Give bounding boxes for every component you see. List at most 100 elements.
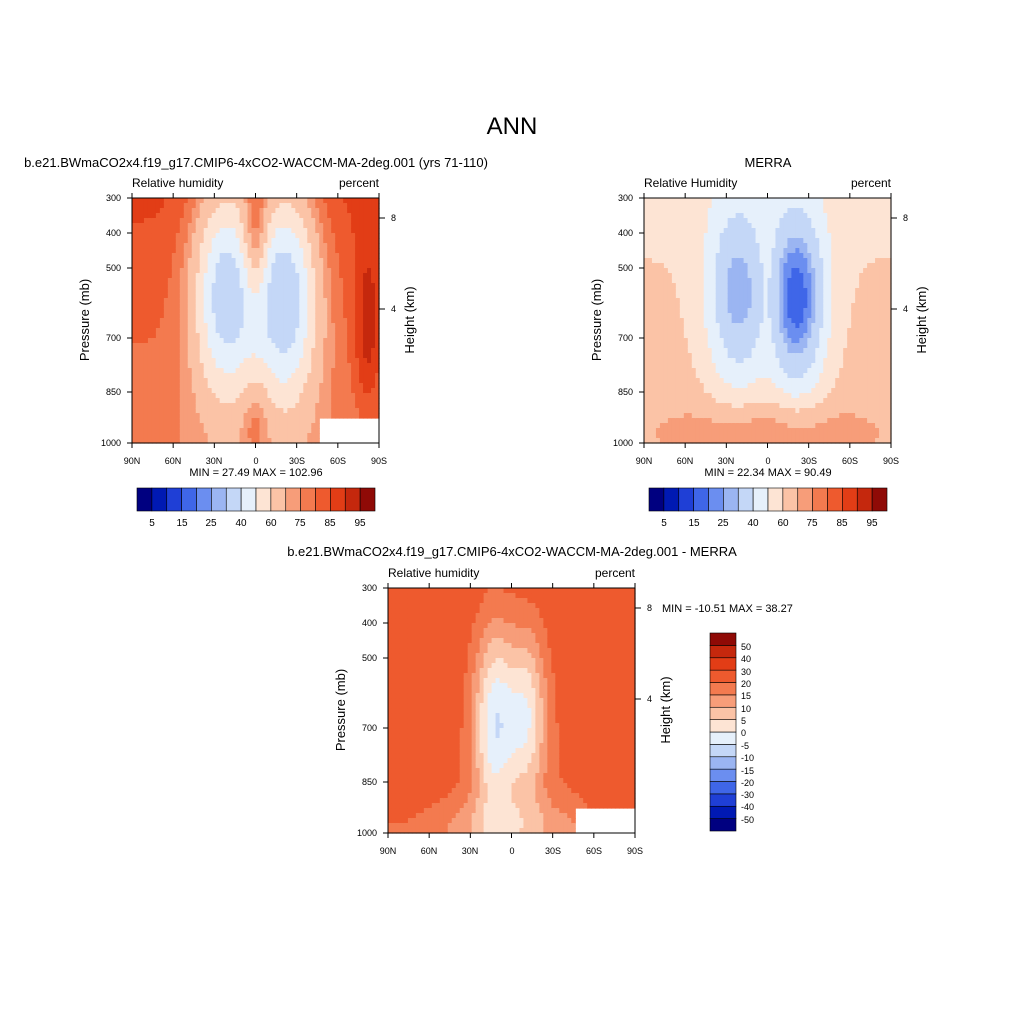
field-cell [343, 298, 348, 304]
field-cell [248, 258, 253, 264]
field-cell [335, 353, 340, 359]
field-cell [188, 433, 193, 439]
field-cell [184, 333, 189, 339]
field-cell [648, 303, 653, 309]
field-cell [144, 283, 149, 289]
field-cell [764, 363, 769, 369]
field-cell [339, 413, 344, 419]
field-cell [775, 348, 780, 354]
field-cell [295, 288, 300, 294]
field-cell [136, 368, 141, 374]
field-cell [744, 248, 749, 254]
field-cell [688, 353, 693, 359]
field-cell [708, 318, 713, 324]
field-cell [283, 393, 288, 399]
field-cell [668, 433, 673, 439]
field-cell [736, 363, 741, 369]
field-cell [303, 338, 308, 344]
field-cell [303, 433, 308, 439]
field-cell [136, 308, 141, 314]
field-cell [136, 348, 141, 354]
field-cell [660, 433, 665, 439]
field-cell [700, 208, 705, 214]
field-cell [196, 388, 201, 394]
field-cell [236, 258, 241, 264]
field-cell [196, 218, 201, 224]
field-cell [335, 318, 340, 324]
field-cell [192, 198, 197, 204]
field-cell [787, 428, 792, 434]
field-cell [315, 433, 320, 439]
field-cell [140, 328, 145, 334]
field-cell [668, 253, 673, 259]
field-cell [371, 328, 376, 334]
field-cell [748, 273, 753, 279]
field-cell [704, 223, 709, 229]
field-cell [192, 223, 197, 229]
field-cell [771, 278, 776, 284]
field-cell [351, 253, 356, 259]
field-cell [148, 223, 153, 229]
field-cell [692, 318, 697, 324]
field-cell [252, 403, 257, 409]
field-cell [688, 343, 693, 349]
field-cell [271, 368, 276, 374]
field-cell [656, 233, 661, 239]
field-cell [188, 228, 193, 234]
field-cell [696, 233, 701, 239]
field-cell [367, 198, 372, 204]
field-cell [652, 403, 657, 409]
field-cell [307, 238, 312, 244]
field-cell [672, 273, 677, 279]
field-cell [267, 248, 272, 254]
field-cell [140, 203, 145, 209]
field-cell [252, 323, 257, 329]
field-cell [712, 358, 717, 364]
field-cell [355, 373, 360, 379]
field-cell [775, 358, 780, 364]
field-cell [303, 398, 308, 404]
field-cell [240, 353, 245, 359]
field-cell [315, 208, 320, 214]
field-cell [212, 428, 217, 434]
field-cell [648, 403, 653, 409]
field-cell [140, 223, 145, 229]
field-cell [132, 423, 137, 429]
field-cell [692, 293, 697, 299]
field-cell [208, 373, 213, 379]
field-cell [359, 358, 364, 364]
field-cell [315, 413, 320, 419]
field-cell [275, 413, 280, 419]
field-cell [712, 388, 717, 394]
field-cell [323, 333, 328, 339]
field-cell [176, 273, 181, 279]
field-cell [240, 218, 245, 224]
field-cell [275, 423, 280, 429]
field-cell [355, 398, 360, 404]
field-cell [192, 363, 197, 369]
field-cell [775, 418, 780, 424]
field-cell [716, 223, 721, 229]
field-cell [196, 213, 201, 219]
field-cell [748, 293, 753, 299]
field-cell [656, 253, 661, 259]
field-cell [168, 288, 173, 294]
field-cell [244, 408, 249, 414]
field-cell [676, 423, 681, 429]
field-cell [335, 238, 340, 244]
field-cell [363, 208, 368, 214]
field-cell [240, 333, 245, 339]
field-cell [263, 363, 268, 369]
field-cell [696, 363, 701, 369]
field-cell [347, 308, 352, 314]
field-cell [188, 253, 193, 259]
field-cell [752, 238, 757, 244]
field-cell [248, 323, 253, 329]
y-tick-label: 300 [106, 193, 121, 203]
field-cell [315, 258, 320, 264]
field-cell [176, 383, 181, 389]
field-cell [132, 253, 137, 259]
field-cell [740, 293, 745, 299]
field-cell [752, 418, 757, 424]
field-cell [648, 373, 653, 379]
